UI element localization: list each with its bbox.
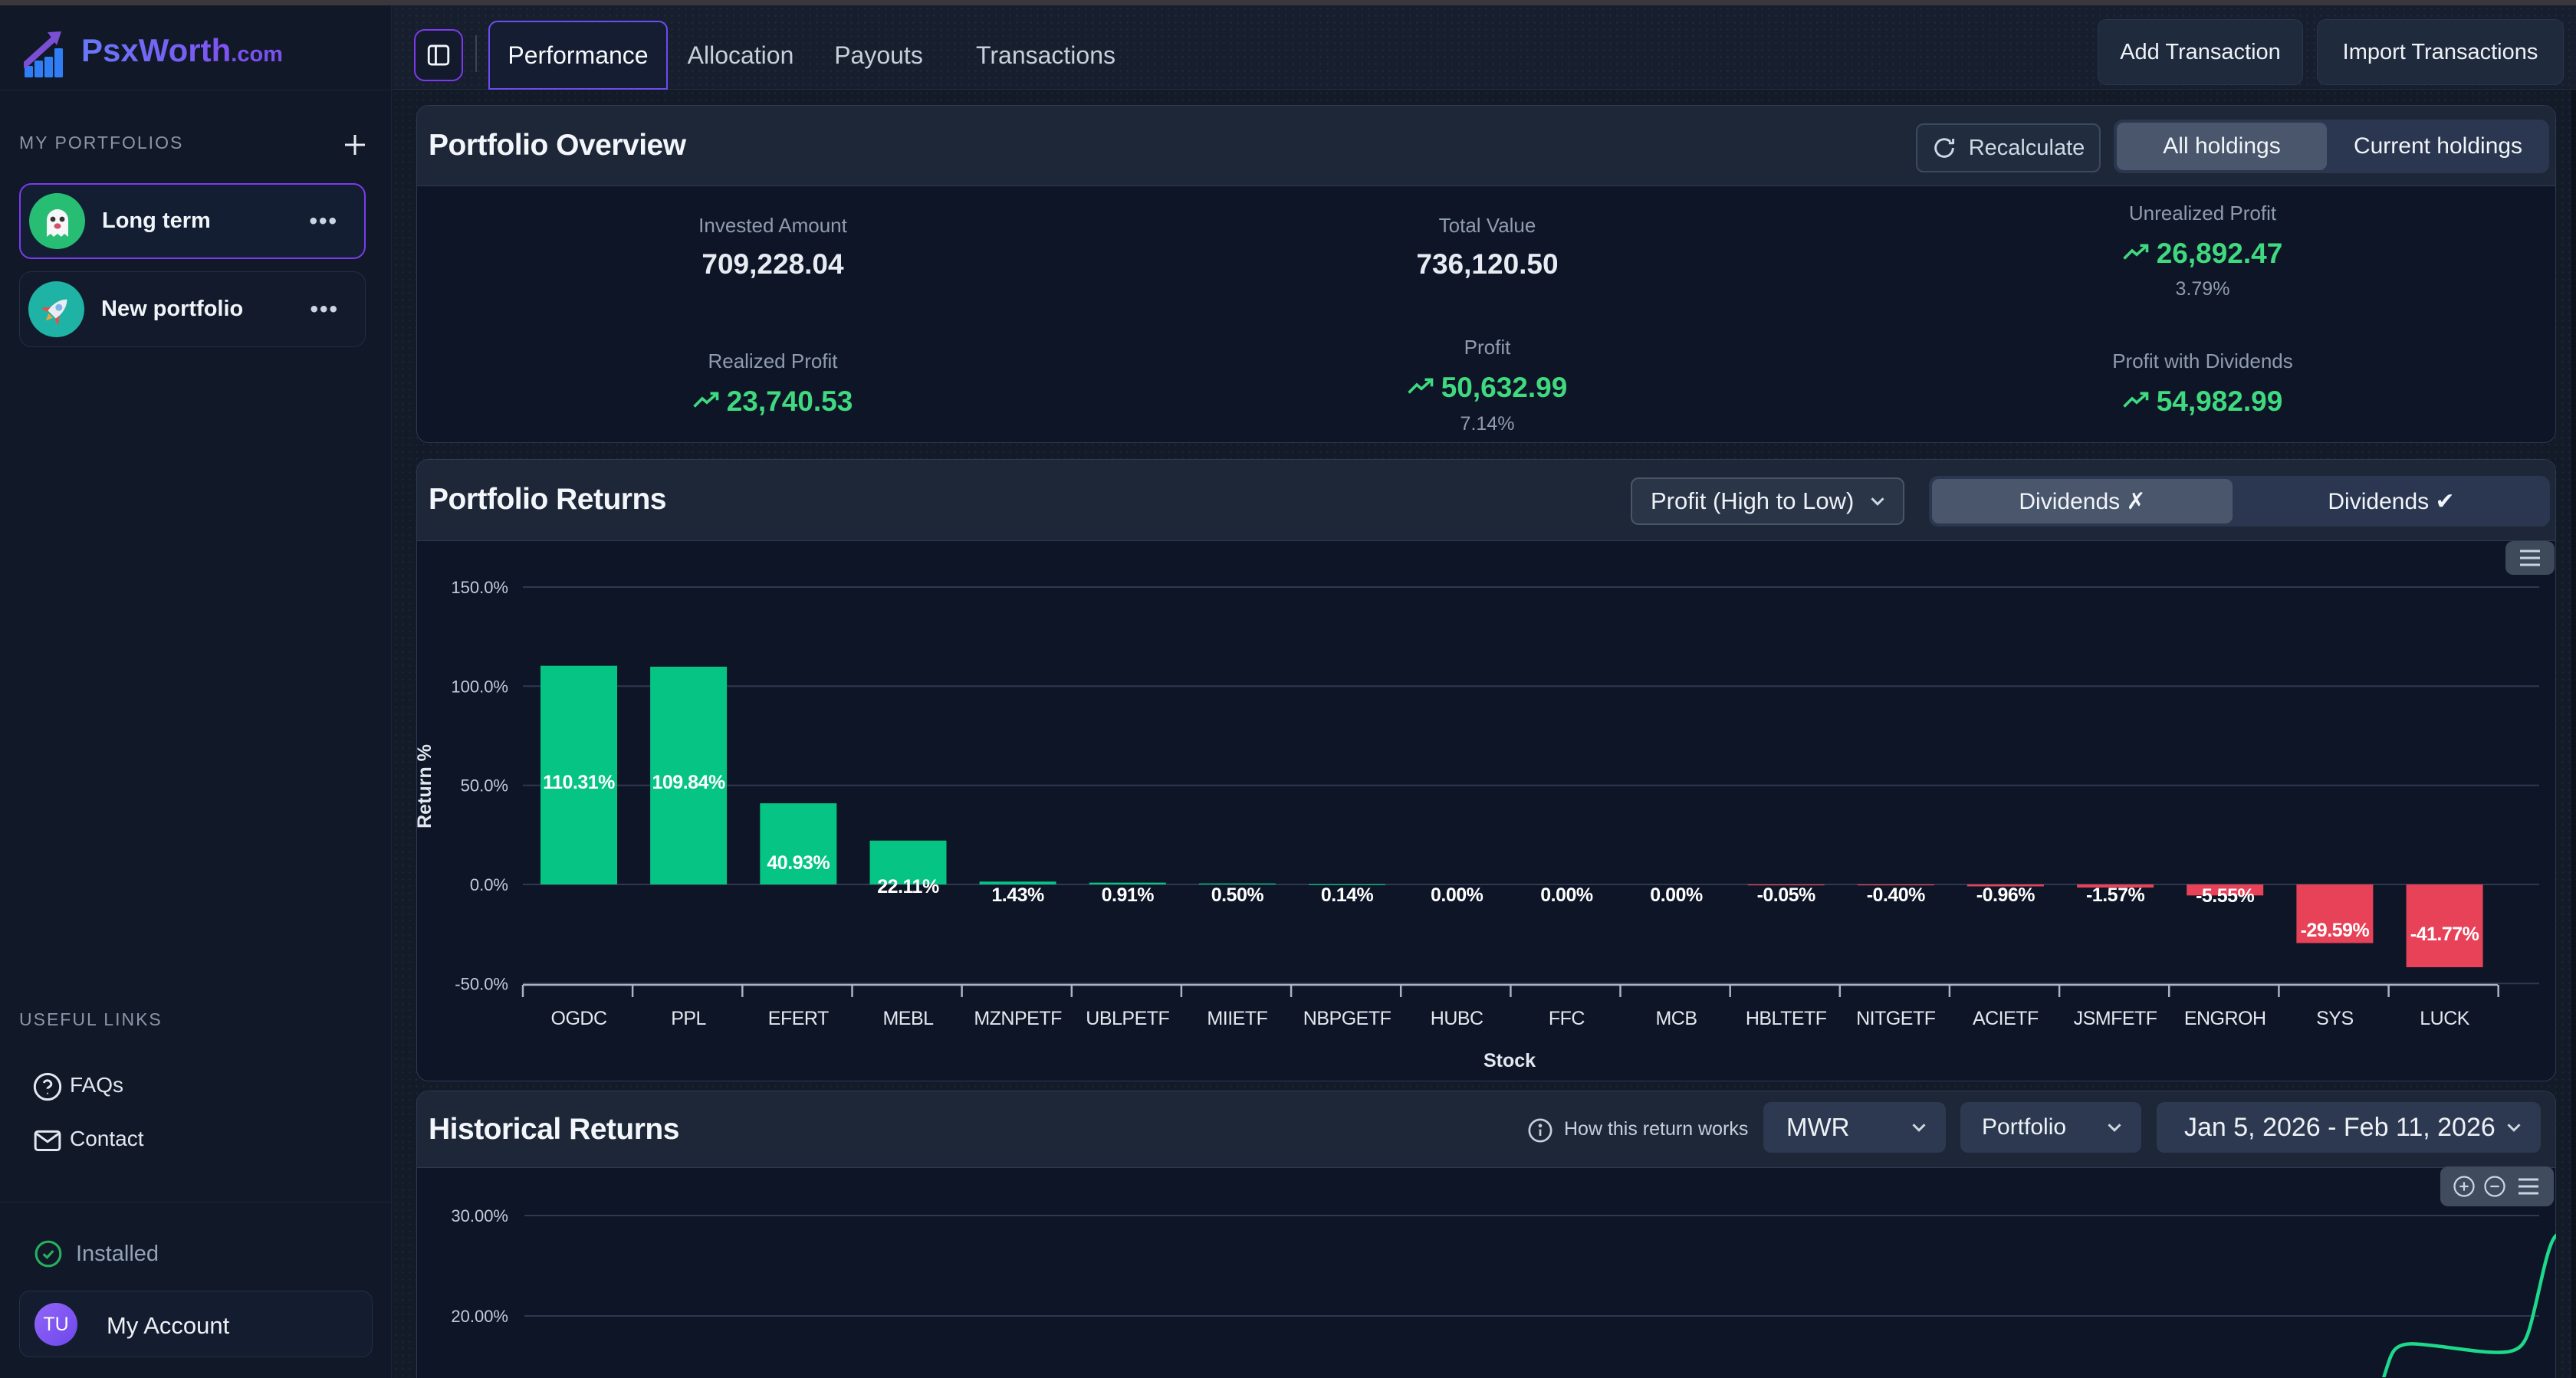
svg-text:-5.55%: -5.55% [2196,885,2254,907]
svg-text:LUCK: LUCK [2420,1008,2470,1029]
svg-text:22.11%: 22.11% [877,876,939,897]
svg-text:150.0%: 150.0% [451,578,508,597]
svg-text:NBPGETF: NBPGETF [1303,1008,1392,1029]
svg-text:PPL: PPL [671,1008,706,1029]
svg-text:HUBC: HUBC [1431,1008,1484,1029]
svg-text:-0.96%: -0.96% [1976,884,2035,906]
svg-text:MCB: MCB [1655,1008,1697,1029]
svg-text:MIIETF: MIIETF [1207,1008,1267,1029]
svg-text:-41.77%: -41.77% [2410,924,2479,945]
svg-text:-50.0%: -50.0% [455,974,508,993]
svg-text:-1.57%: -1.57% [2086,884,2144,906]
svg-text:0.00%: 0.00% [1540,884,1593,906]
svg-text:Stock: Stock [1484,1050,1536,1071]
svg-text:ENGROH: ENGROH [2184,1008,2266,1029]
svg-text:Return %: Return % [416,744,435,828]
svg-text:0.91%: 0.91% [1102,884,1155,906]
svg-text:MEBL: MEBL [882,1008,934,1029]
svg-text:1.43%: 1.43% [991,884,1044,906]
svg-text:-29.59%: -29.59% [2301,920,2370,941]
svg-text:30.00%: 30.00% [451,1206,508,1225]
svg-text:NITGETF: NITGETF [1856,1008,1936,1029]
svg-text:FFC: FFC [1549,1008,1585,1029]
svg-text:0.00%: 0.00% [1650,884,1703,906]
svg-text:20.00%: 20.00% [451,1307,508,1326]
svg-text:SYS: SYS [2316,1008,2354,1029]
svg-text:HBLTETF: HBLTETF [1746,1008,1827,1029]
svg-text:50.0%: 50.0% [461,776,508,796]
svg-text:100.0%: 100.0% [451,677,508,696]
svg-text:UBLPETF: UBLPETF [1086,1008,1169,1029]
svg-text:JSMFETF: JSMFETF [2074,1008,2157,1029]
svg-text:109.84%: 109.84% [652,772,724,793]
svg-text:0.50%: 0.50% [1211,884,1264,906]
svg-text:0.14%: 0.14% [1321,884,1374,906]
svg-text:0.0%: 0.0% [470,875,508,894]
svg-text:EFERT: EFERT [768,1008,829,1029]
svg-text:OGDC: OGDC [551,1008,607,1029]
svg-text:40.93%: 40.93% [767,852,830,874]
svg-text:0.00%: 0.00% [1431,884,1484,906]
svg-text:ACIETF: ACIETF [1973,1008,2039,1029]
svg-text:-0.40%: -0.40% [1867,884,1925,906]
svg-text:110.31%: 110.31% [543,772,615,793]
svg-text:MZNPETF: MZNPETF [974,1008,1062,1029]
svg-text:-0.05%: -0.05% [1757,884,1815,906]
